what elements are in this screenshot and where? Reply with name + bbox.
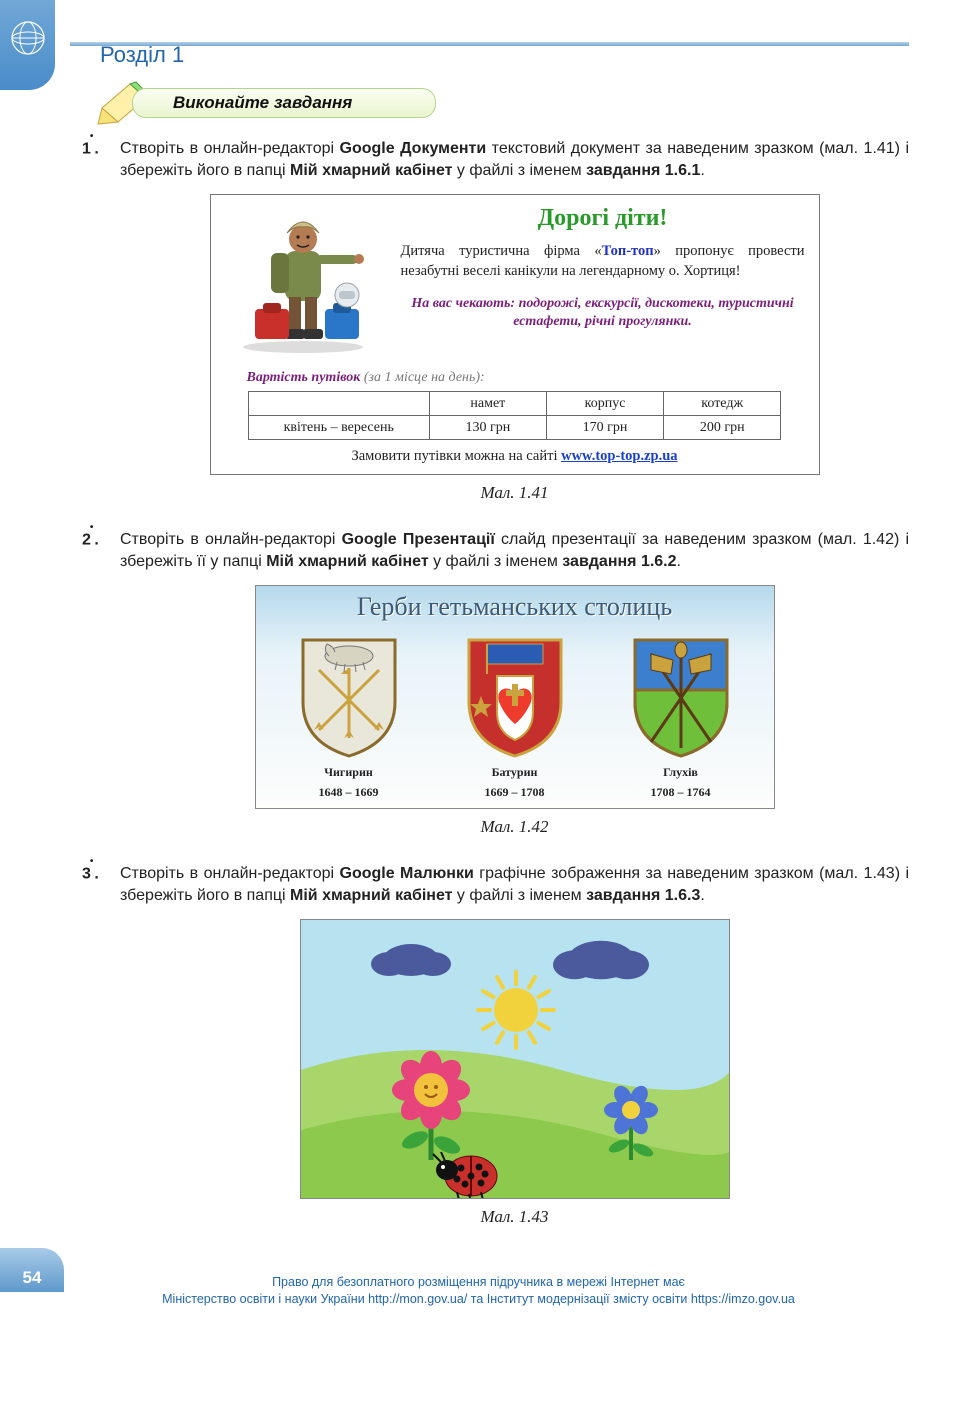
table-header xyxy=(248,391,429,415)
figure-1-43: Мал. 1.43 xyxy=(120,919,909,1228)
order-link[interactable]: www.top-top.zp.ua xyxy=(561,448,677,464)
table-cell: 170 грн xyxy=(546,416,663,440)
task-banner: Виконайте завдання xyxy=(96,84,436,124)
task-item-3: 3•. Створіть в онлайн-редакторі Google М… xyxy=(82,863,909,1229)
table-cell: 200 грн xyxy=(664,416,781,440)
task-number: 1•. xyxy=(82,138,99,160)
figure-1-42: Герби гетьманських столиць Чигирин 1648 … xyxy=(120,585,909,839)
figure-caption: Мал. 1.43 xyxy=(120,1205,909,1228)
doc-paragraph: Дитяча туристична фірма «Топ-топ» пропон… xyxy=(401,242,805,281)
doc-title: Дорогі діти! xyxy=(401,205,805,232)
slide-title: Герби гетьманських столиць xyxy=(266,592,764,622)
price-title: Вартість путівок (за 1 місце на день): xyxy=(247,368,805,387)
table-header-row: намет корпус котедж xyxy=(248,391,781,415)
table-header: котедж xyxy=(664,391,781,415)
task-item-1: 1•. Створіть в онлайн-редакторі Google Д… xyxy=(82,138,909,505)
table-header: намет xyxy=(429,391,546,415)
order-line: Замовити путівки можна на сайті www.top-… xyxy=(225,446,805,466)
figure-caption: Мал. 1.41 xyxy=(120,481,909,504)
price-table: намет корпус котедж квітень – вересень 1… xyxy=(248,391,782,441)
table-row: квітень – вересень 130 грн 170 грн 200 г… xyxy=(248,416,781,440)
table-header: корпус xyxy=(546,391,663,415)
task-list: 1•. Створіть в онлайн-редакторі Google Д… xyxy=(82,138,909,1228)
task-number: 2•. xyxy=(82,529,99,551)
task-item-2: 2•. Створіть в онлайн-редакторі Google П… xyxy=(82,529,909,839)
task-number: 3•. xyxy=(82,863,99,885)
figure-1-41: Дорогі діти! Дитяча туристична фірма «То… xyxy=(120,194,909,505)
table-cell: квітень – вересень xyxy=(248,416,429,440)
tourist-illustration xyxy=(225,203,395,358)
coat-chyhyryn: Чигирин 1648 – 1669 xyxy=(289,630,409,800)
section-title: Розділ 1 xyxy=(100,42,909,68)
task-banner-label: Виконайте завдання xyxy=(173,93,352,113)
doc-highlight: На вас чекають: подорожі, екскурсії, дис… xyxy=(409,295,797,331)
figure-caption: Мал. 1.42 xyxy=(120,815,909,838)
coat-hlukhiv: Глухів 1708 – 1764 xyxy=(621,630,741,800)
coat-baturyn: Батурин 1669 – 1708 xyxy=(455,630,575,800)
table-cell: 130 грн xyxy=(429,416,546,440)
